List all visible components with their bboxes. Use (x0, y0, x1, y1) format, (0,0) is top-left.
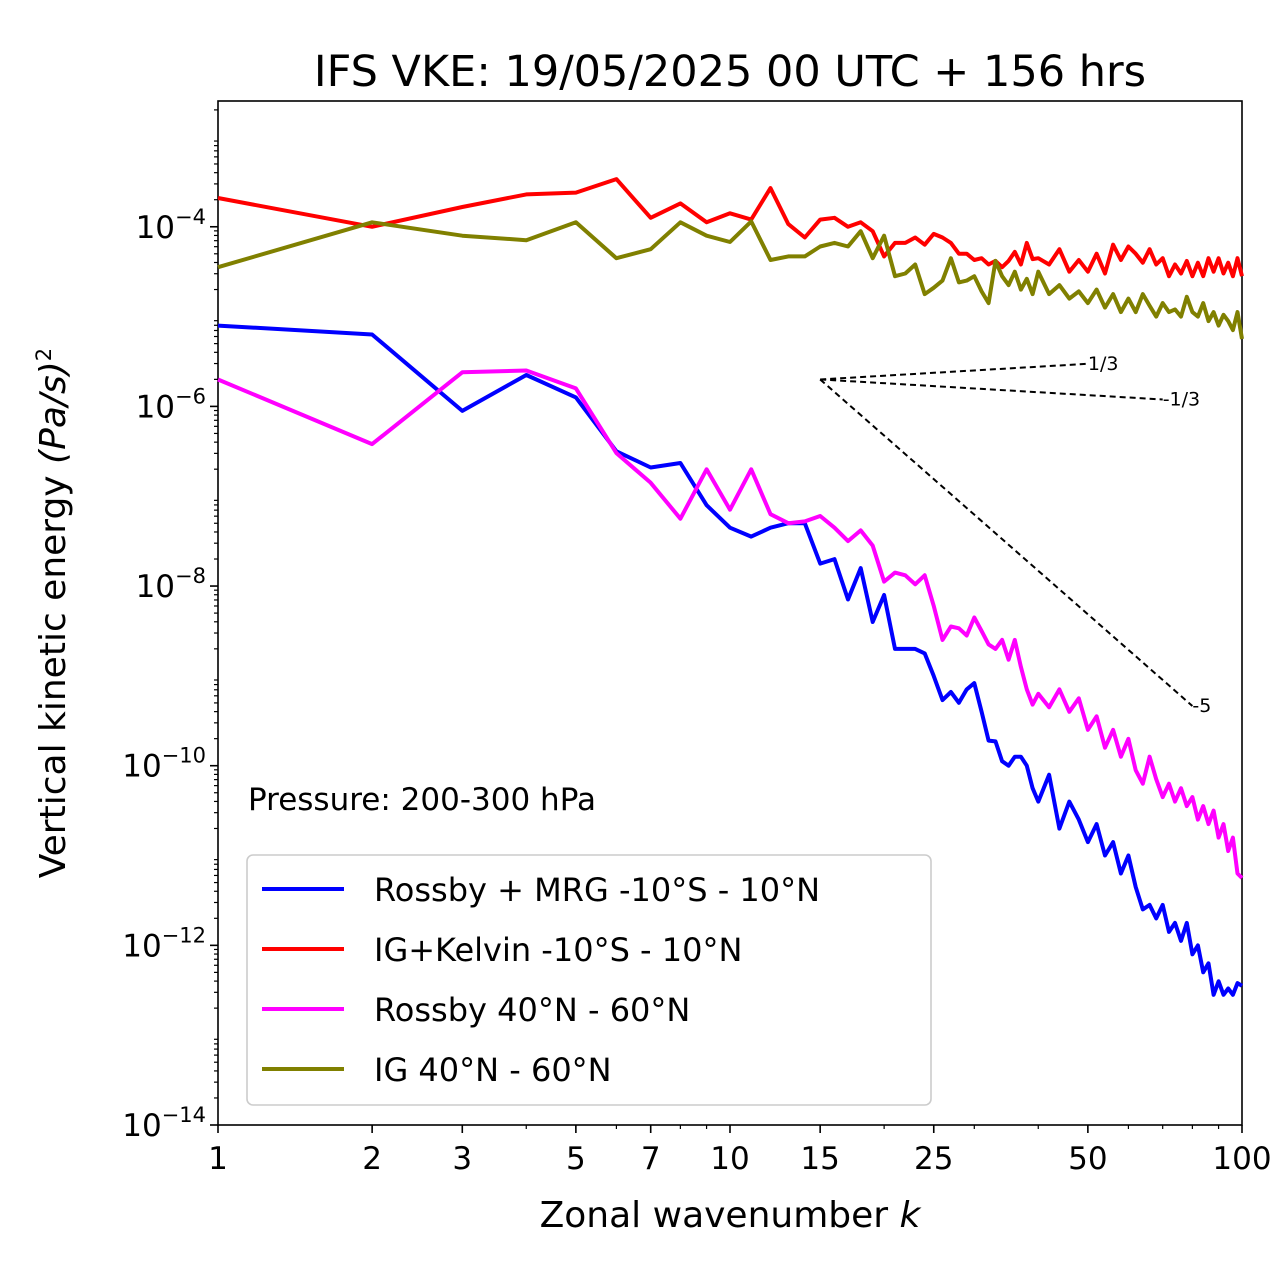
legend-label-3: Rossby 40°N - 60°N (374, 991, 690, 1029)
legend: Rossby + MRG -10°S - 10°N IG+Kelvin -10°S… (246, 854, 932, 1106)
series-line-3 (217, 368, 1244, 880)
chart-title: IFS VKE: 19/05/2025 00 UTC + 156 hrs (314, 47, 1146, 97)
x-tick-label: 25 (914, 1141, 953, 1177)
series-line-1 (217, 323, 1244, 997)
x-tick-label: 3 (452, 1141, 472, 1177)
x-axis-label: Zonal wavenumber k (540, 1195, 923, 1236)
reference-slopes: 1/3 -1/3 -5 (819, 353, 1211, 717)
legend-label-4: IG 40°N - 60°N (374, 1051, 612, 1089)
slope-label-2: -1/3 (1163, 388, 1200, 410)
x-tick-label: 15 (800, 1141, 839, 1177)
x-tick-label: 50 (1068, 1141, 1107, 1177)
slope-label-1: 1/3 (1088, 353, 1119, 375)
y-tick-label: 10−6 (136, 384, 206, 425)
series-line-2 (217, 177, 1244, 279)
legend-label-1: Rossby + MRG -10°S - 10°N (374, 871, 820, 909)
x-tick-label: 10 (710, 1141, 749, 1177)
x-tick-label: 7 (641, 1141, 661, 1177)
y-tick-label: 10−14 (122, 1103, 206, 1144)
x-tick-label: 2 (362, 1141, 382, 1177)
x-axis: 1 2 3 5 7 10 15 25 50 100 (208, 1125, 1272, 1177)
legend-frame (246, 854, 932, 1106)
series-line-4 (217, 219, 1244, 340)
slope-line-2 (820, 378, 1163, 401)
x-tick-label: 1 (208, 1141, 228, 1177)
x-tick-label: 5 (566, 1141, 586, 1177)
series-layer (217, 177, 1244, 997)
y-axis: 10−14 10−12 10−10 10−8 10−6 10−4 (122, 109, 218, 1144)
pressure-annotation: Pressure: 200-300 hPa (248, 782, 596, 818)
slope-line-1 (820, 362, 1088, 381)
slope-line-3 (819, 378, 1194, 707)
y-tick-label: 10−12 (122, 923, 206, 964)
y-tick-label: 10−8 (136, 564, 206, 605)
legend-label-2: IG+Kelvin -10°S - 10°N (374, 931, 742, 969)
y-tick-label: 10−4 (136, 205, 206, 246)
slope-label-3: -5 (1192, 695, 1211, 717)
y-axis-label: Vertical kinetic energy (Pa/s)2 (32, 348, 74, 878)
x-tick-label: 100 (1212, 1141, 1271, 1177)
y-tick-label: 10−10 (122, 744, 206, 785)
